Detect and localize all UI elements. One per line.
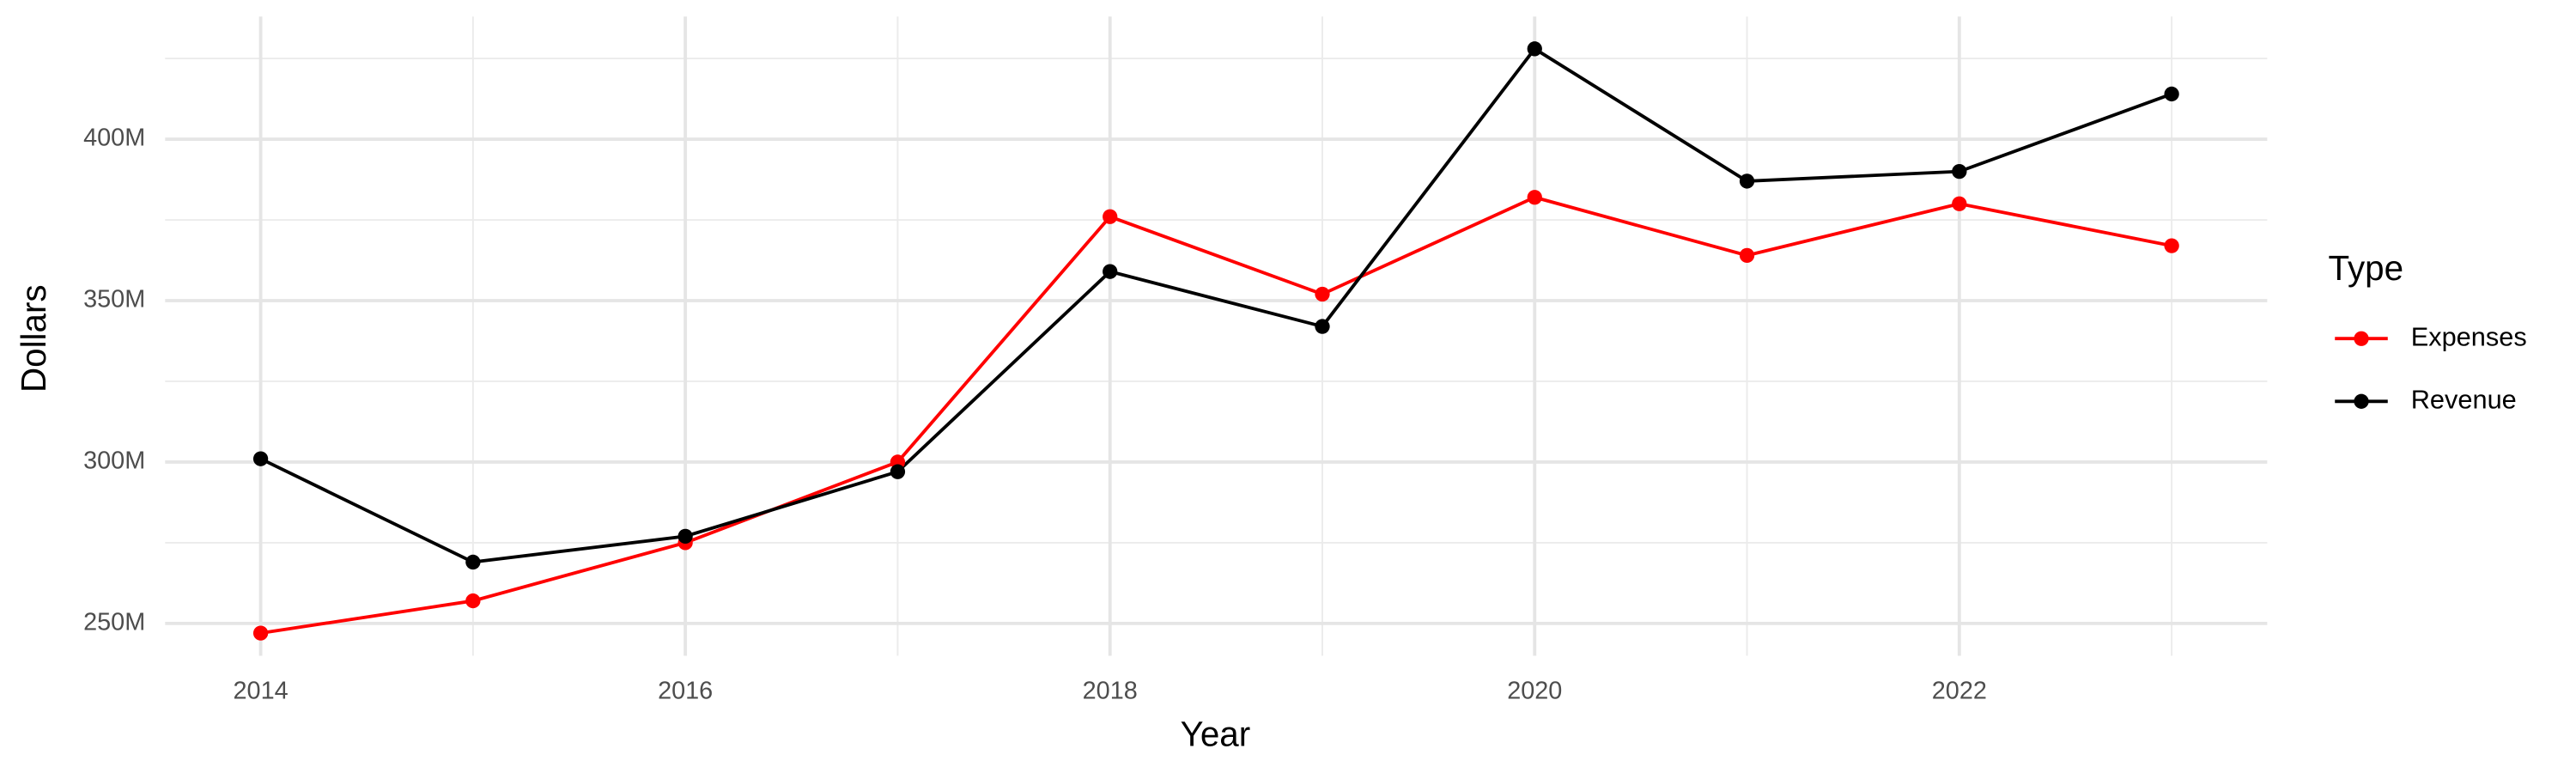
legend-marker (2354, 331, 2369, 346)
y-tick-label: 250M (83, 608, 145, 636)
data-point (1952, 196, 1967, 211)
data-point (2164, 86, 2179, 102)
x-tick-label: 2018 (1083, 677, 1138, 704)
series-line (259, 46, 2172, 564)
data-point (1527, 190, 1542, 205)
legend-label: Expenses (2411, 321, 2527, 351)
legend-marker (2354, 393, 2369, 409)
data-point (1527, 41, 1542, 57)
x-tick-label: 2014 (234, 677, 289, 704)
data-point (1103, 209, 1118, 224)
data-point (1739, 173, 1755, 189)
data-point (1315, 286, 1330, 302)
data-point (2164, 238, 2179, 253)
x-tick-label: 2022 (1932, 677, 1987, 704)
x-axis-title: Year (1181, 714, 1251, 753)
y-tick-label: 400M (83, 125, 145, 152)
data-point (1315, 319, 1330, 334)
data-point (1952, 163, 1967, 180)
y-tick-label: 350M (83, 286, 145, 313)
legend-title: Type (2329, 248, 2404, 288)
legend-label: Revenue (2411, 384, 2517, 414)
data-point (1103, 264, 1118, 279)
x-tick-label: 2016 (658, 677, 713, 704)
series-line (260, 195, 2172, 636)
data-point (252, 625, 269, 641)
data-point (465, 593, 481, 609)
data-point (677, 528, 693, 545)
data-point (890, 464, 906, 479)
data-point (1739, 247, 1755, 264)
data-point (465, 554, 481, 570)
data-point (252, 451, 269, 466)
y-axis-title: Dollars (14, 284, 53, 393)
y-tick-label: 300M (83, 447, 145, 475)
x-tick-label: 2020 (1507, 677, 1562, 704)
